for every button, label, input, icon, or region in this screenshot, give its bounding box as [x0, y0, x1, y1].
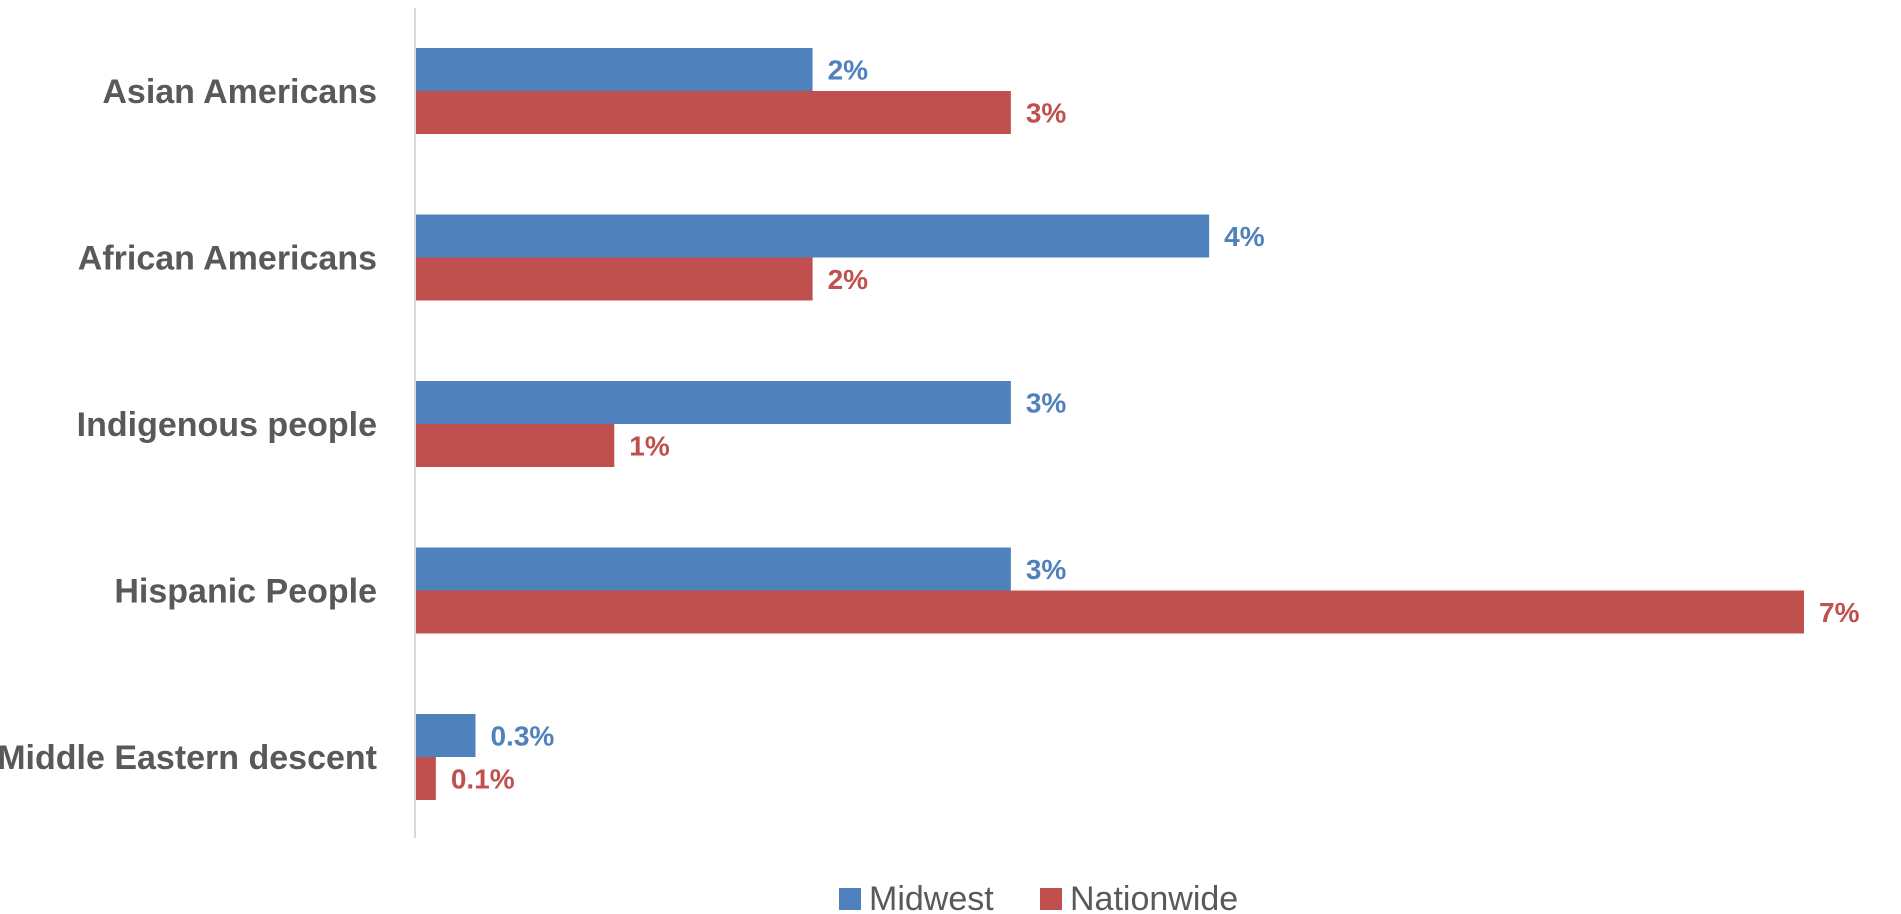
category-label-middle-eastern-descent: Middle Eastern descent — [0, 739, 377, 777]
data-label-midwest-indigenous-people: 3% — [1026, 388, 1067, 419]
bar-nationwide-asian-americans — [416, 91, 1011, 134]
data-label-nationwide-hispanic-people: 7% — [1819, 597, 1860, 628]
data-labels-group: 2% 3% 4% 2% 3% 1% 3% 7% 0.3% 0.1% — [451, 55, 1860, 795]
data-label-midwest-african-americans: 4% — [1224, 221, 1265, 252]
bar-nationwide-indigenous-people — [416, 424, 615, 467]
legend-label-midwest: Midwest — [869, 880, 994, 914]
legend: Midwest Nationwide — [839, 880, 1238, 914]
bar-nationwide-hispanic-people — [416, 590, 1804, 634]
bar-midwest-indigenous-people — [416, 381, 1011, 424]
bar-midwest-asian-americans — [416, 48, 813, 91]
bar-midwest-middle-eastern-descent — [416, 714, 476, 757]
category-label-african-americans: African Americans — [78, 240, 377, 278]
data-label-nationwide-asian-americans: 3% — [1026, 98, 1067, 129]
category-label-asian-americans: Asian Americans — [102, 73, 377, 111]
bar-nationwide-middle-eastern-descent — [416, 757, 436, 800]
data-label-midwest-asian-americans: 2% — [828, 55, 869, 86]
data-label-nationwide-african-americans: 2% — [828, 264, 869, 295]
bar-midwest-hispanic-people — [416, 547, 1011, 591]
data-label-midwest-hispanic-people: 3% — [1026, 554, 1067, 585]
category-label-indigenous-people: Indigenous people — [77, 406, 377, 444]
legend-swatch-midwest — [839, 888, 861, 910]
bars-group — [416, 48, 1804, 800]
data-label-nationwide-middle-eastern-descent: 0.1% — [451, 764, 515, 795]
legend-label-nationwide: Nationwide — [1070, 880, 1238, 914]
data-label-midwest-middle-eastern-descent: 0.3% — [490, 721, 554, 752]
category-labels-group: Asian Americans African Americans Indigeno… — [0, 73, 377, 777]
legend-swatch-nationwide — [1040, 888, 1062, 910]
bar-midwest-african-americans — [416, 214, 1210, 258]
category-label-hispanic-people: Hispanic People — [114, 573, 377, 611]
data-label-nationwide-indigenous-people: 1% — [629, 431, 670, 462]
bar-nationwide-african-americans — [416, 257, 813, 301]
